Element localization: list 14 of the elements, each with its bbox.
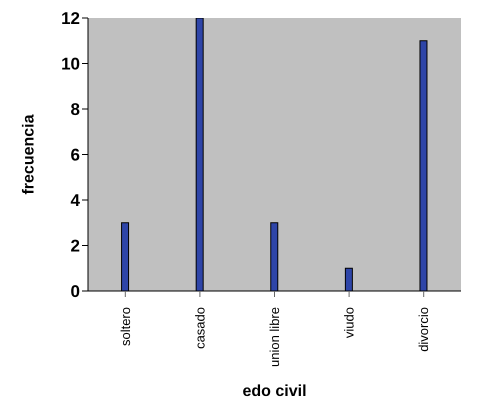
y-tick-label: 10 xyxy=(61,54,80,74)
y-tick-label: 0 xyxy=(70,282,80,302)
x-tick-label: union libre xyxy=(267,307,282,367)
y-tick-label: 2 xyxy=(70,236,80,256)
x-tick-label: viudo xyxy=(342,307,357,338)
y-tick-label: 12 xyxy=(61,9,80,28)
y-tick-label: 4 xyxy=(70,191,81,210)
x-tick-label: divorcio xyxy=(416,307,432,352)
x-tick-label: soltero xyxy=(118,307,133,346)
y-axis-title: frecuencia xyxy=(20,114,38,195)
y-tick-label: 6 xyxy=(70,146,80,165)
y-tick-label: 8 xyxy=(70,100,80,120)
x-axis-title: edo civil xyxy=(242,383,307,400)
x-tick-label: casado xyxy=(192,307,208,349)
